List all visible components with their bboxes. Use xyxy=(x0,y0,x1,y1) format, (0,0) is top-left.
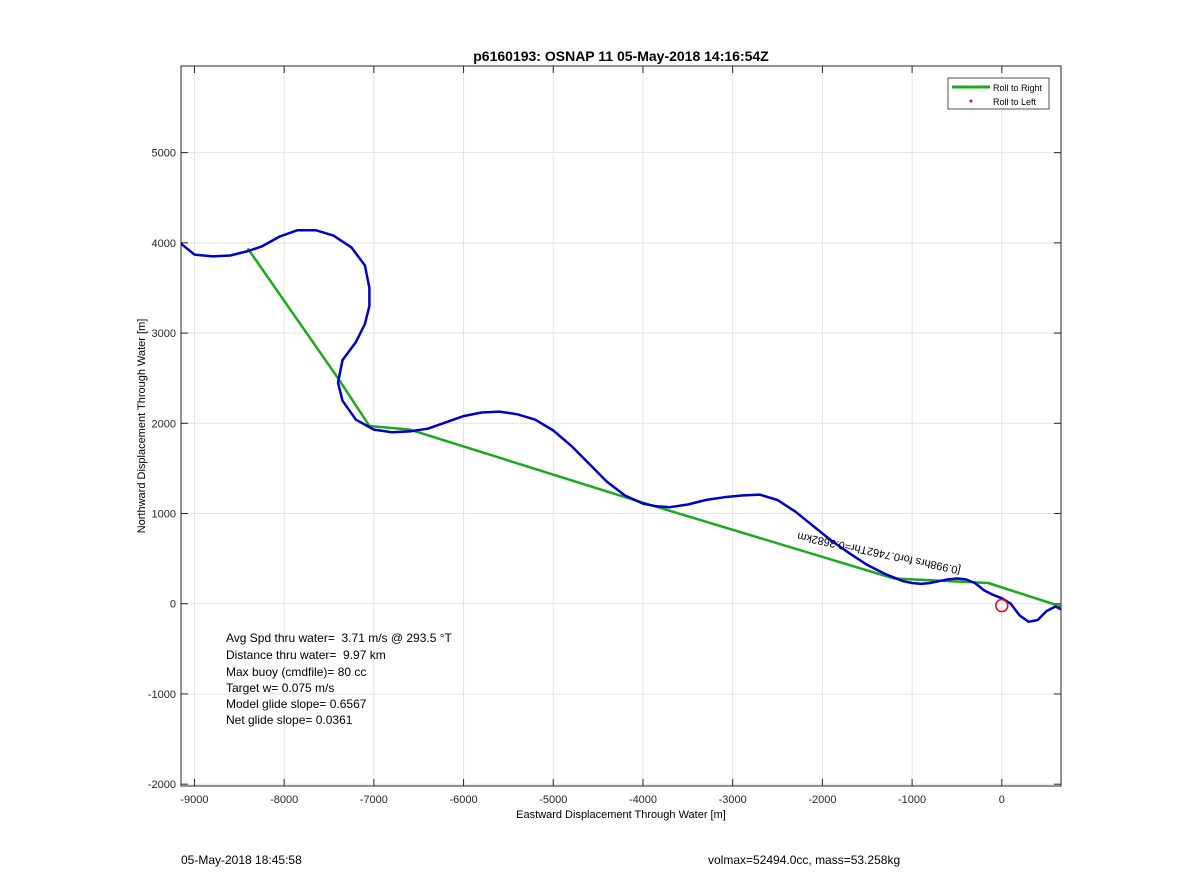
stat-model-glide-slope: Model glide slope= 0.6567 xyxy=(226,697,367,711)
x-tick-label: -7000 xyxy=(360,794,388,806)
y-axis-label: Northward Displacement Through Water [m] xyxy=(136,319,148,534)
chart-title: p6160193: OSNAP 11 05-May-2018 14:16:54Z xyxy=(473,48,769,64)
x-axis-label: Eastward Displacement Through Water [m] xyxy=(516,809,726,821)
stat-max-buoy: Max buoy (cmdfile)= 80 cc xyxy=(226,665,366,679)
x-tick-label: -5000 xyxy=(539,794,567,806)
x-tick-label: -2000 xyxy=(808,794,836,806)
series-layer xyxy=(181,228,1061,624)
stat-net-glide-slope: Net glide slope= 0.0361 xyxy=(226,713,353,727)
start-circle-marker xyxy=(995,598,1009,613)
x-tick-label: -8000 xyxy=(270,794,298,806)
legend-label-roll-right: Roll to Right xyxy=(993,83,1043,93)
x-tick-label: -3000 xyxy=(719,794,747,806)
y-tick-label: 4000 xyxy=(152,238,176,250)
stat-distance: Distance thru water= 9.97 km xyxy=(226,648,386,662)
y-tick-label: 1000 xyxy=(152,509,176,521)
legend-dot-roll-left xyxy=(969,99,973,103)
x-tick-label: -4000 xyxy=(629,794,657,806)
y-tick-label: 3000 xyxy=(152,328,176,340)
stat-avg-speed: Avg Spd thru water= 3.71 m/s @ 293.5 °T xyxy=(226,631,453,645)
plot-area-frame xyxy=(180,65,1062,787)
legend-box xyxy=(947,77,1050,110)
x-tick-label: -1000 xyxy=(898,794,926,806)
legend-label-roll-left: Roll to Left xyxy=(993,97,1037,107)
y-tick-label: 5000 xyxy=(152,148,176,160)
series-line-trajectory xyxy=(181,228,1061,624)
y-tick-label: -1000 xyxy=(148,689,176,701)
stats-block: Avg Spd thru water= 3.71 m/s @ 293.5 °T … xyxy=(226,631,453,727)
y-tick-label: 0 xyxy=(170,599,176,611)
footer-volmax-mass: volmax=52494.0cc, mass=53.258kg xyxy=(708,853,901,867)
annotation-layer: [0.998hrs for0.7462Thr=0.3682km xyxy=(796,530,961,576)
y-tick-label: -2000 xyxy=(148,779,176,791)
marker-layer xyxy=(995,598,1009,613)
rotated-annotation: [0.998hrs for0.7462Thr=0.3682km xyxy=(796,530,961,576)
y-tick-label: 2000 xyxy=(152,418,176,430)
legend: Roll to Right Roll to Left xyxy=(947,77,1050,110)
grid-lines xyxy=(181,66,1061,786)
x-tick-label: -9000 xyxy=(180,794,208,806)
stat-target-w: Target w= 0.075 m/s xyxy=(226,681,334,695)
x-tick-label: 0 xyxy=(999,794,1005,806)
axis-ticks: -9000 -8000 -7000 -6000 -5000 -4000 -3000 -2000… xyxy=(148,66,1061,806)
x-tick-label: -6000 xyxy=(449,794,477,806)
footer-timestamp: 05-May-2018 18:45:58 xyxy=(181,853,302,867)
